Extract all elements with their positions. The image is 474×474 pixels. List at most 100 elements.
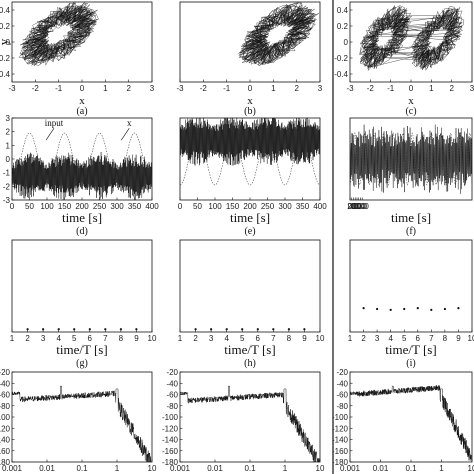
correlation-point-7	[443, 307, 446, 311]
x-tick-label: 10	[316, 334, 325, 343]
x-tick-label: 150	[58, 202, 72, 211]
panel-1: -3 -2 -1 0 1 2 3 0.4 0.2 0 -0.2 -0.4 x y (a)	[0, 1, 155, 117]
correlation-point-3	[225, 328, 228, 331]
x-tick-label: 300	[278, 202, 292, 211]
x-tick-label: 0	[409, 84, 414, 93]
correlation-point-5	[256, 328, 259, 331]
psd-series	[12, 385, 152, 462]
x-tick-label: 400	[145, 202, 159, 211]
x-tick-label: 0	[80, 84, 85, 93]
correlation-point-4	[73, 328, 76, 331]
correlation-point-5	[88, 328, 91, 331]
x-tick-label: 1	[439, 464, 444, 473]
y-tick-label: -140	[0, 436, 11, 445]
y-tick-label: -180	[332, 458, 349, 467]
x-tick-label: 3	[209, 334, 214, 343]
y-tick-label: -1	[3, 169, 11, 178]
x-tick-label: -3	[346, 84, 354, 93]
annotation-arrow	[45, 128, 55, 141]
x-axis-label: time/T [s]	[224, 342, 275, 357]
correlation-point-6	[430, 308, 433, 311]
y-tick-label: 0.4	[337, 6, 349, 15]
y-tick-label: -180	[0, 458, 11, 467]
panel-2: -3 -2 -1 0 1 2 3 x(b)	[176, 1, 323, 117]
y-tick-label: -0.4	[0, 70, 11, 79]
correlation-point-3	[57, 328, 60, 331]
x-tick-label: 2	[294, 84, 299, 93]
panel-3: -3 -2 -1 0 1 2 3 0.4 0.2 0 -0.2 -0.4 x(c)	[334, 1, 474, 117]
x-tick-label: 0.001	[170, 464, 191, 473]
y-tick-label: -100	[162, 413, 179, 422]
correlation-point-8	[135, 328, 138, 331]
x-tick-label: -1	[55, 84, 63, 93]
correlation-point-8	[303, 328, 306, 331]
y-tick-label: -0.2	[334, 54, 348, 63]
x-tick-label: 120	[354, 202, 368, 211]
y-tick-label: -2	[3, 182, 11, 191]
x-tick-label: 10	[148, 464, 157, 473]
x-tick-label: 250	[93, 202, 107, 211]
x-tick-label: 350	[128, 202, 142, 211]
x-tick-label: -2	[200, 84, 208, 93]
plot-area	[194, 328, 306, 331]
x-tick-label: 5	[240, 334, 245, 343]
x-tick-label: 300	[110, 202, 124, 211]
x-tick-label: 3	[150, 84, 155, 93]
annotation-arrow	[121, 128, 130, 141]
y-tick-label: -40	[166, 379, 178, 388]
trajectory-series	[18, 2, 99, 67]
plot-area	[238, 2, 319, 66]
x-tick-label: 0	[10, 202, 15, 211]
x-tick-label: 1	[283, 464, 288, 473]
y-tick-label: -40	[336, 379, 348, 388]
y-tick-label: -100	[0, 413, 11, 422]
x-tick-label: 0	[348, 202, 353, 211]
x-axis-label: time [s]	[62, 210, 102, 225]
correlation-point-7	[287, 328, 290, 331]
y-axis-label: y	[0, 38, 11, 45]
correlation-point-6	[104, 328, 107, 331]
correlation-point-6	[272, 328, 275, 331]
y-tick-label: -180	[162, 458, 179, 467]
plot-area	[350, 124, 472, 194]
plot-area	[12, 132, 152, 200]
x-tick-label: 80	[353, 202, 362, 211]
correlation-point-2	[376, 307, 379, 311]
y-tick-label: 0	[344, 38, 349, 47]
x-tick-label: 0.01	[207, 464, 223, 473]
x-tick-label: 6	[416, 334, 421, 343]
x-tick-label: 5	[402, 334, 407, 343]
psd-series	[180, 385, 320, 462]
x-tick-label: 4	[224, 334, 229, 343]
correlation-point-5	[416, 307, 419, 310]
y-tick-label: 0.2	[0, 22, 11, 31]
plot-area	[180, 118, 320, 186]
y-tick-label: -80	[0, 402, 11, 411]
y-tick-label: -20	[336, 368, 348, 377]
x-tick-label: 150	[226, 202, 240, 211]
x-tick-label: 100	[208, 202, 222, 211]
x-tick-label: 0	[178, 202, 183, 211]
x-axis-label: time/T [s]	[385, 342, 436, 357]
x-tick-label: 200	[75, 202, 89, 211]
y-tick-label: -120	[0, 424, 11, 433]
plot-area	[18, 2, 99, 67]
y-tick-label: 3	[6, 114, 11, 123]
x-tick-label: 100	[352, 202, 366, 211]
panel-caption: (e)	[244, 226, 255, 237]
x-tick-label: 0	[248, 84, 253, 93]
input-series	[12, 132, 152, 186]
x-tick-label: 7	[271, 334, 276, 343]
y-tick-label: -160	[162, 447, 179, 456]
x-tick-label: -3	[8, 84, 16, 93]
x-axis-label: time [s]	[230, 210, 270, 225]
x-axis-label: time/T [s]	[56, 342, 107, 357]
plot-frame	[349, 239, 473, 333]
x-tick-label: 4	[56, 334, 61, 343]
x-tick-label: 4	[388, 334, 393, 343]
x-tick-label: -2	[32, 84, 40, 93]
y-tick-label: -0.4	[334, 70, 348, 79]
response-series	[350, 124, 472, 194]
